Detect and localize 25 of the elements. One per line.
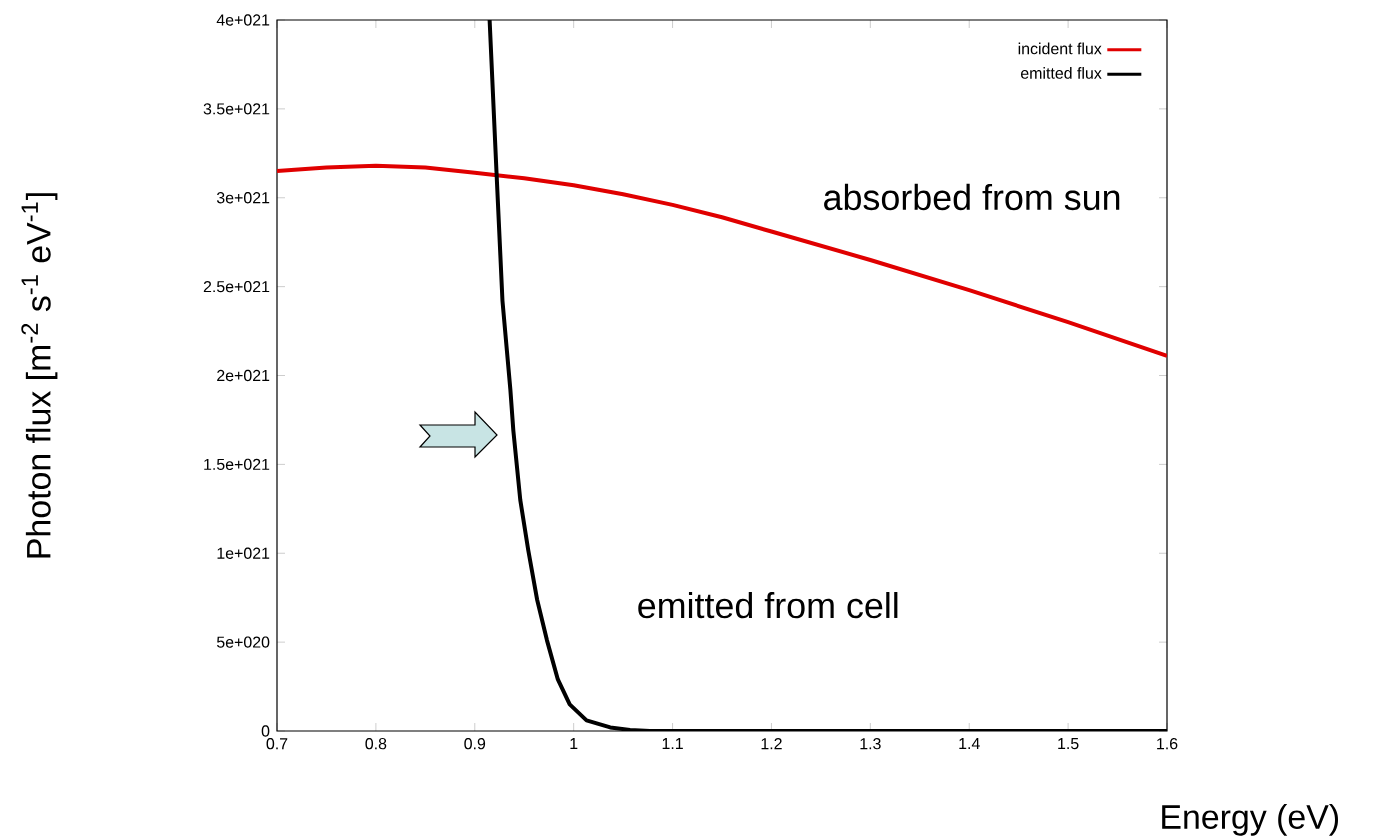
x-tick-label: 1.1 xyxy=(662,738,683,750)
y-tick-label: 2.5e+021 xyxy=(203,280,270,293)
annotation: emitted from cell xyxy=(638,591,898,619)
y-tick-label: 1e+021 xyxy=(217,547,270,559)
x-tick-label: 1.5 xyxy=(1058,738,1079,750)
x-tick-label: 1.3 xyxy=(860,738,881,750)
legend-label: emitted flux xyxy=(1021,67,1102,79)
y-axis-title: Photon flux [m$^{-2}$ s$^{-1}$ eV$^{-1}$] xyxy=(21,193,58,558)
x-tick-label: 0.7 xyxy=(266,738,288,750)
x-tick-label: 0.9 xyxy=(464,738,486,750)
x-tick-label: 1.6 xyxy=(1157,738,1178,750)
x-tick-label: 1.2 xyxy=(761,738,782,750)
y-tick-label: 5e+020 xyxy=(216,636,270,648)
y-tick-label: 2e+021 xyxy=(217,369,270,382)
y-tick-label: 0 xyxy=(261,725,270,737)
x-tick-label: 1 xyxy=(570,738,578,750)
x-tick-label: 0.8 xyxy=(365,738,387,750)
y-tick-label: 3e+021 xyxy=(216,192,270,204)
y-tick-label: 1.5e+021 xyxy=(204,458,270,471)
x-axis-title: Energy (eV) xyxy=(1162,804,1338,836)
x-tick-label: 1.4 xyxy=(959,738,980,750)
legend-label: incident flux xyxy=(1018,42,1102,55)
y-tick-label: 3.5e+021 xyxy=(203,103,270,115)
annotation: absorbed from sun xyxy=(824,183,1120,211)
y-tick-label: 4e+021 xyxy=(216,14,270,26)
